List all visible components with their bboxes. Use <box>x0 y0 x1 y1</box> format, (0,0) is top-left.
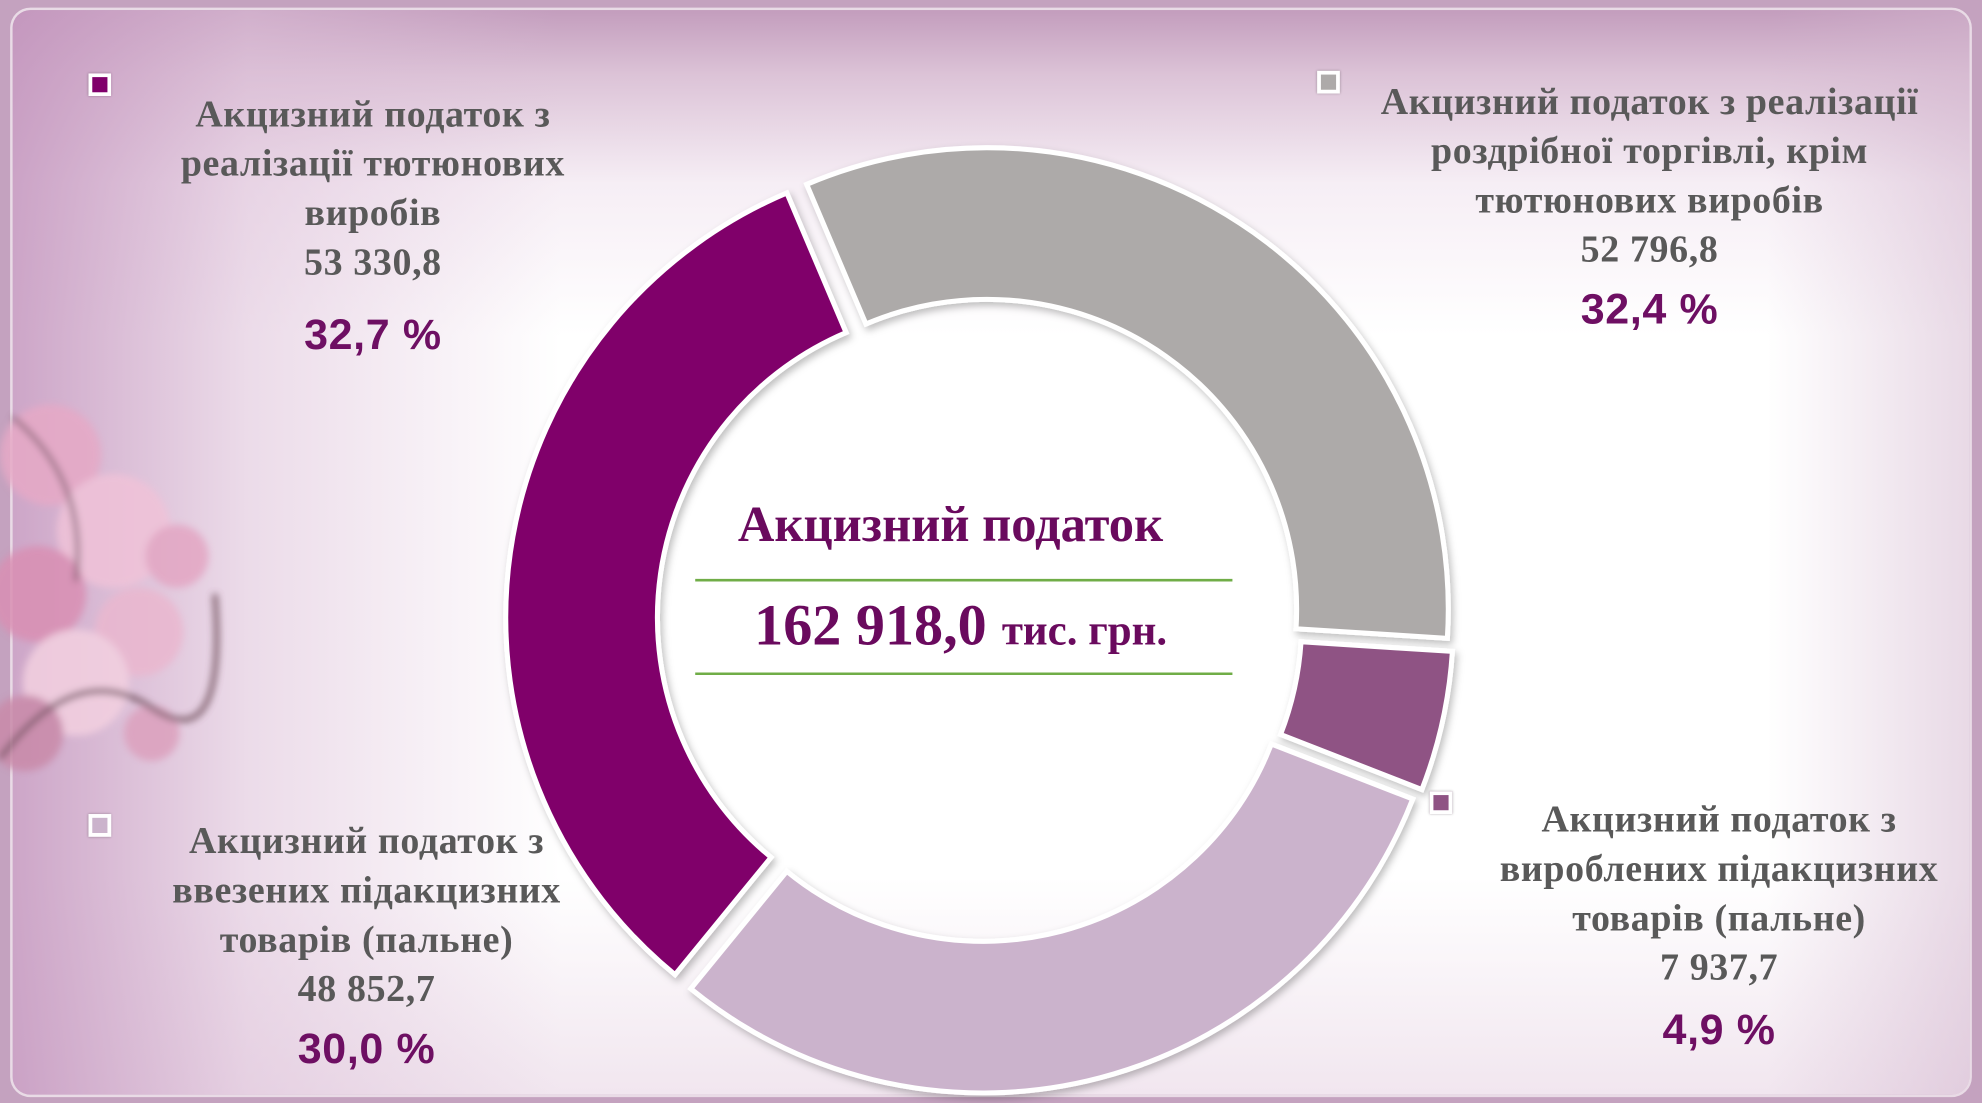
slice-label: Акцизний податок з ввезених підакцизних … <box>145 817 587 1075</box>
percent-label: 32,4 % <box>1580 285 1719 334</box>
slice-label: Акцизний податок з вироблених підакцизни… <box>1473 795 1966 1055</box>
slice-label: Акцизний податок з реалізації тютюнових … <box>158 90 588 361</box>
value-label: 7 937,7 <box>1659 946 1779 989</box>
legend-swatch <box>88 73 112 97</box>
value-label: 52 796,8 <box>1580 228 1719 271</box>
donut <box>503 145 1456 1096</box>
center-title: Акцизний податок <box>738 496 1164 552</box>
slice-label: Акцизний податок з реалізації роздрібної… <box>1346 77 1953 335</box>
donut-slice <box>1277 639 1456 793</box>
percent-label: 32,7 % <box>304 310 442 359</box>
total-unit: тис. грн. <box>1002 608 1167 655</box>
category-name: Акцизний податок з ввезених підакцизних … <box>172 820 561 961</box>
donut-slice <box>687 740 1417 1096</box>
center-total: 162 918,0 тис. грн. <box>754 593 1167 658</box>
total-value: 162 918,0 <box>754 593 987 658</box>
legend-swatch <box>1317 70 1340 94</box>
donut-slice <box>803 145 1451 642</box>
value-label: 53 330,8 <box>303 241 442 284</box>
percent-label: 4,9 % <box>1662 1006 1776 1055</box>
total-box <box>692 578 1234 675</box>
value-label: 48 852,7 <box>297 968 436 1010</box>
category-name: Акцизний податок з реалізації тютюнових … <box>180 93 565 234</box>
legend-swatch <box>1429 791 1453 815</box>
legend-swatch <box>88 814 112 837</box>
category-name: Акцизний податок з реалізації роздрібної… <box>1380 80 1919 222</box>
category-name: Акцизний податок з вироблених підакцизни… <box>1499 798 1939 940</box>
donut-slice <box>503 189 850 979</box>
percent-label: 30,0 % <box>297 1025 436 1074</box>
flower-decoration <box>0 404 220 772</box>
